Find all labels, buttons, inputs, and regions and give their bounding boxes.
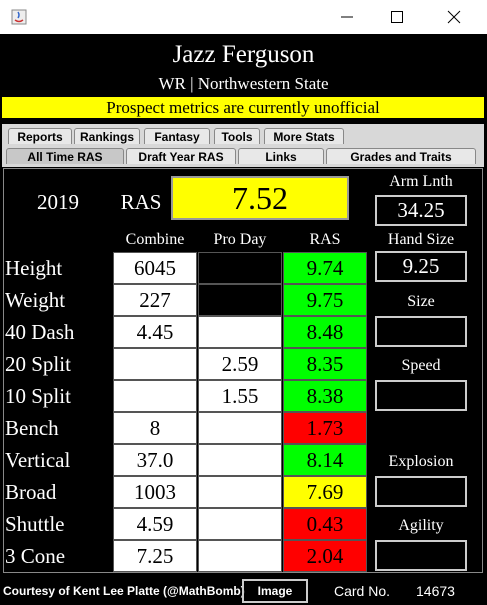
combine-cell: 227 bbox=[113, 284, 197, 316]
combine-cell: 7.25 bbox=[113, 540, 197, 572]
combine-cell: 1003 bbox=[113, 476, 197, 508]
hand-size-value: 9.25 bbox=[375, 251, 467, 282]
tab[interactable]: Draft Year RAS bbox=[126, 148, 236, 164]
column-header: Pro Day bbox=[213, 231, 267, 248]
pro-day-cell bbox=[198, 540, 282, 572]
column-header: RAS bbox=[309, 231, 341, 248]
arm-length-label: Arm Lnth bbox=[389, 173, 453, 190]
metric-label: 10 Split bbox=[5, 383, 71, 408]
draft-year: 2019 bbox=[37, 189, 79, 214]
metric-label: Weight bbox=[5, 287, 66, 312]
tab[interactable]: Fantasy bbox=[144, 128, 210, 144]
combine-cell: 4.59 bbox=[113, 508, 197, 540]
combine-cell: 4.45 bbox=[113, 316, 197, 348]
combine-cell bbox=[113, 348, 197, 380]
ras-cell: 0.43 bbox=[283, 508, 367, 540]
close-button[interactable] bbox=[447, 10, 461, 24]
pro-day-cell bbox=[198, 412, 282, 444]
image-button[interactable]: Image bbox=[242, 579, 308, 603]
credit-text: Courtesy of Kent Lee Platte (@MathBomb) bbox=[3, 583, 245, 598]
combine-cell bbox=[113, 380, 197, 412]
group-score bbox=[375, 476, 467, 507]
player-name: Jazz Ferguson bbox=[172, 41, 315, 68]
pro-day-cell bbox=[198, 444, 282, 476]
group-score bbox=[375, 316, 467, 347]
tab-bar: Reports Rankings Fantasy Tools More Stats All… bbox=[2, 124, 484, 167]
ras-cell: 7.69 bbox=[283, 476, 367, 508]
combine-cell: 8 bbox=[113, 412, 197, 444]
combine-cell: 37.0 bbox=[113, 444, 197, 476]
pro-day-cell bbox=[198, 252, 282, 284]
pro-day-cell: 2.59 bbox=[198, 348, 282, 380]
group-score bbox=[375, 540, 467, 571]
footer: Courtesy of Kent Lee Platte (@MathBomb) I… bbox=[0, 576, 487, 605]
metric-label: 3 Cone bbox=[5, 543, 66, 568]
group-label: Explosion bbox=[388, 453, 454, 470]
tab[interactable]: More Stats bbox=[264, 128, 344, 144]
card-label: Card No. bbox=[334, 582, 391, 599]
ras-cell: 8.48 bbox=[283, 316, 367, 348]
metric-label: Shuttle bbox=[5, 511, 65, 536]
group-score bbox=[375, 380, 467, 411]
ras-panel: 2019 RAS 7.52 Arm Lnth 34.25 Combine Pro Day RA… bbox=[3, 168, 483, 573]
metric-label: 40 Dash bbox=[5, 319, 75, 344]
ras-cell: 9.74 bbox=[283, 252, 367, 284]
combine-cell: 6045 bbox=[113, 252, 197, 284]
ras-cell: 8.14 bbox=[283, 444, 367, 476]
tab[interactable]: Grades and Traits bbox=[326, 148, 476, 164]
ras-cell: 2.04 bbox=[283, 540, 367, 572]
ras-score: 7.52 bbox=[171, 176, 349, 220]
metric-label: 20 Split bbox=[5, 351, 71, 376]
pro-day-cell bbox=[198, 284, 282, 316]
pro-day-cell bbox=[198, 508, 282, 540]
ras-cell: 9.75 bbox=[283, 284, 367, 316]
maximize-button[interactable] bbox=[390, 10, 404, 24]
ras-cell: 8.38 bbox=[283, 380, 367, 412]
minimize-button[interactable] bbox=[340, 10, 354, 24]
app-icon bbox=[11, 9, 27, 25]
tab[interactable]: All Time RAS bbox=[6, 148, 124, 164]
hand-size-label: Hand Size bbox=[387, 231, 455, 248]
pro-day-cell: 1.55 bbox=[198, 380, 282, 412]
metric-label: Vertical bbox=[5, 447, 71, 472]
player-subtitle: WR | Northwestern State bbox=[158, 74, 329, 93]
tab[interactable]: Rankings bbox=[74, 128, 140, 144]
pro-day-cell bbox=[198, 476, 282, 508]
group-label: Speed bbox=[401, 357, 441, 374]
metric-label: Bench bbox=[5, 415, 59, 440]
group-label: Agility bbox=[398, 517, 444, 534]
score-label: RAS bbox=[120, 189, 162, 214]
tab[interactable]: Reports bbox=[8, 128, 72, 144]
title-bar bbox=[0, 0, 487, 34]
card-number: 14673 bbox=[416, 582, 455, 599]
column-header: Combine bbox=[125, 231, 185, 248]
pro-day-cell bbox=[198, 316, 282, 348]
notice-banner: Prospect metrics are currently unofficia… bbox=[2, 97, 484, 118]
tab[interactable]: Tools bbox=[214, 128, 260, 144]
ras-cell: 1.73 bbox=[283, 412, 367, 444]
ras-cell: 8.35 bbox=[283, 348, 367, 380]
group-label: Size bbox=[407, 293, 435, 310]
metric-label: Height bbox=[5, 255, 63, 280]
arm-length-value: 34.25 bbox=[375, 195, 467, 226]
metric-label: Broad bbox=[5, 479, 57, 504]
tab[interactable]: Links bbox=[238, 148, 324, 164]
